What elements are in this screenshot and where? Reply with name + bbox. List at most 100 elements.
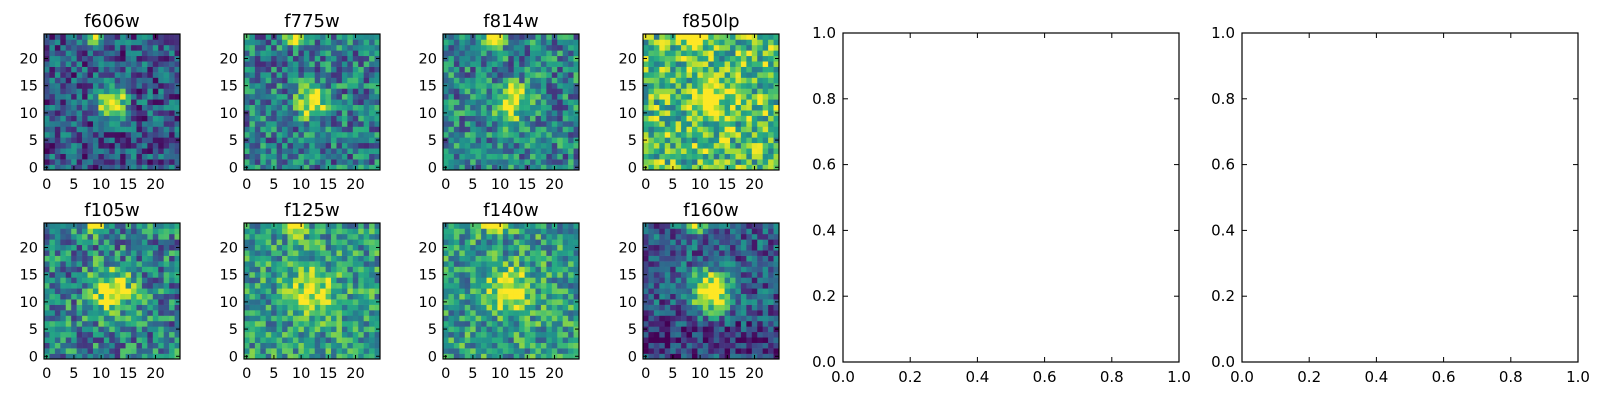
heatmap-cell [740, 315, 747, 322]
heatmap-cell [519, 353, 525, 360]
heatmap-cell [719, 121, 725, 127]
heatmap-cell [282, 288, 288, 295]
heatmap-cell [152, 159, 159, 165]
heatmap-cell [681, 137, 687, 144]
heatmap-cell [762, 337, 769, 343]
heatmap-cell [686, 315, 693, 322]
heatmap-cell [513, 250, 520, 256]
heatmap-cell [497, 66, 504, 73]
heatmap-cell [686, 126, 693, 133]
heatmap-cell [265, 271, 272, 278]
heatmap-cell [141, 255, 148, 262]
heatmap-cell [751, 320, 758, 327]
heatmap-cell [762, 131, 769, 138]
heatmap-cell [540, 342, 547, 349]
heatmap-cell [287, 115, 294, 122]
heatmap-cell [92, 299, 99, 305]
heatmap-cell [659, 288, 666, 295]
heatmap-cell [320, 304, 326, 311]
heatmap-cell [551, 131, 558, 138]
heatmap-cell [303, 93, 310, 100]
heatmap-cell [491, 159, 498, 165]
heatmap-cell [643, 153, 649, 160]
heatmap-cell [254, 159, 261, 165]
heatmap-cell [169, 315, 175, 322]
heatmap-cell [746, 82, 753, 89]
heatmap-cell [502, 348, 509, 354]
heatmap-cell [76, 266, 83, 273]
heatmap-cell [347, 88, 354, 95]
heatmap-cell [713, 320, 720, 327]
heatmap-cell [125, 255, 132, 262]
heatmap-cell [686, 142, 693, 149]
heatmap-cell [540, 61, 547, 67]
heatmap-cell [464, 233, 471, 240]
heatmap-cell [136, 250, 143, 256]
x-tick-label: 15 [319, 366, 337, 382]
heatmap-cell [568, 331, 574, 338]
heatmap-cell [103, 320, 110, 327]
heatmap-cell [87, 250, 94, 256]
heatmap-cell [708, 104, 715, 111]
heatmap-cell [497, 255, 504, 262]
heatmap-cell [751, 342, 758, 349]
heatmap-cell [292, 331, 299, 338]
heatmap-cell [54, 153, 61, 160]
heatmap-cell [697, 82, 704, 89]
heatmap-cell [71, 299, 77, 305]
heatmap-cell [573, 261, 580, 267]
heatmap-cell [524, 288, 531, 295]
axes-frame [243, 222, 381, 360]
heatmap-cell [670, 137, 676, 144]
heatmap-cell [491, 99, 498, 106]
heatmap-cell [136, 304, 143, 311]
heatmap-cell [120, 131, 126, 138]
heatmap-cell [276, 164, 283, 171]
heatmap-cell [562, 244, 569, 251]
y-tick-label: 20 [619, 51, 637, 67]
heatmap-cell [298, 255, 305, 262]
heatmap-cell [265, 223, 272, 229]
heatmap-cell [109, 348, 116, 354]
heatmap-cell [519, 61, 525, 67]
heatmap-cell [475, 320, 482, 327]
heatmap-cell [481, 277, 487, 284]
heatmap-cell [325, 110, 332, 116]
heatmap-cell [513, 99, 520, 106]
heatmap-cell [309, 121, 316, 127]
heatmap-cell [260, 223, 267, 229]
heatmap-cell [530, 153, 536, 160]
heatmap-cell [708, 142, 715, 149]
heatmap-cell [768, 77, 774, 84]
heatmap-cell [573, 142, 580, 149]
heatmap-cell [114, 153, 121, 160]
heatmap-cell [341, 315, 348, 322]
x-tick-label: 20 [346, 366, 364, 382]
heatmap-cell [530, 233, 536, 240]
heatmap-cell [65, 337, 72, 343]
heatmap-cell [131, 115, 137, 122]
heatmap-cell [481, 131, 487, 138]
heatmap-cell [448, 310, 455, 316]
heatmap-cell [497, 239, 504, 246]
heatmap-cell [282, 88, 288, 95]
heatmap-cell [557, 50, 563, 57]
heatmap-cell [120, 293, 126, 300]
heatmap-cell [169, 126, 175, 133]
heatmap-cell [254, 261, 261, 267]
heatmap-cell [740, 61, 747, 67]
heatmap-cell [448, 233, 455, 240]
heatmap-cell [459, 282, 466, 289]
heatmap-cell [508, 342, 515, 349]
heatmap-cell [740, 88, 747, 95]
heatmap-cell [740, 348, 747, 354]
heatmap-cell [497, 288, 504, 295]
heatmap-cell [374, 142, 381, 149]
x-tick-label: 20 [545, 177, 563, 193]
heatmap-cell [513, 121, 520, 127]
heatmap-cell [141, 342, 148, 349]
heatmap-cell [158, 293, 164, 300]
heatmap-cell [681, 34, 687, 40]
heatmap-cell [497, 99, 504, 106]
heatmap-cell [486, 239, 493, 246]
